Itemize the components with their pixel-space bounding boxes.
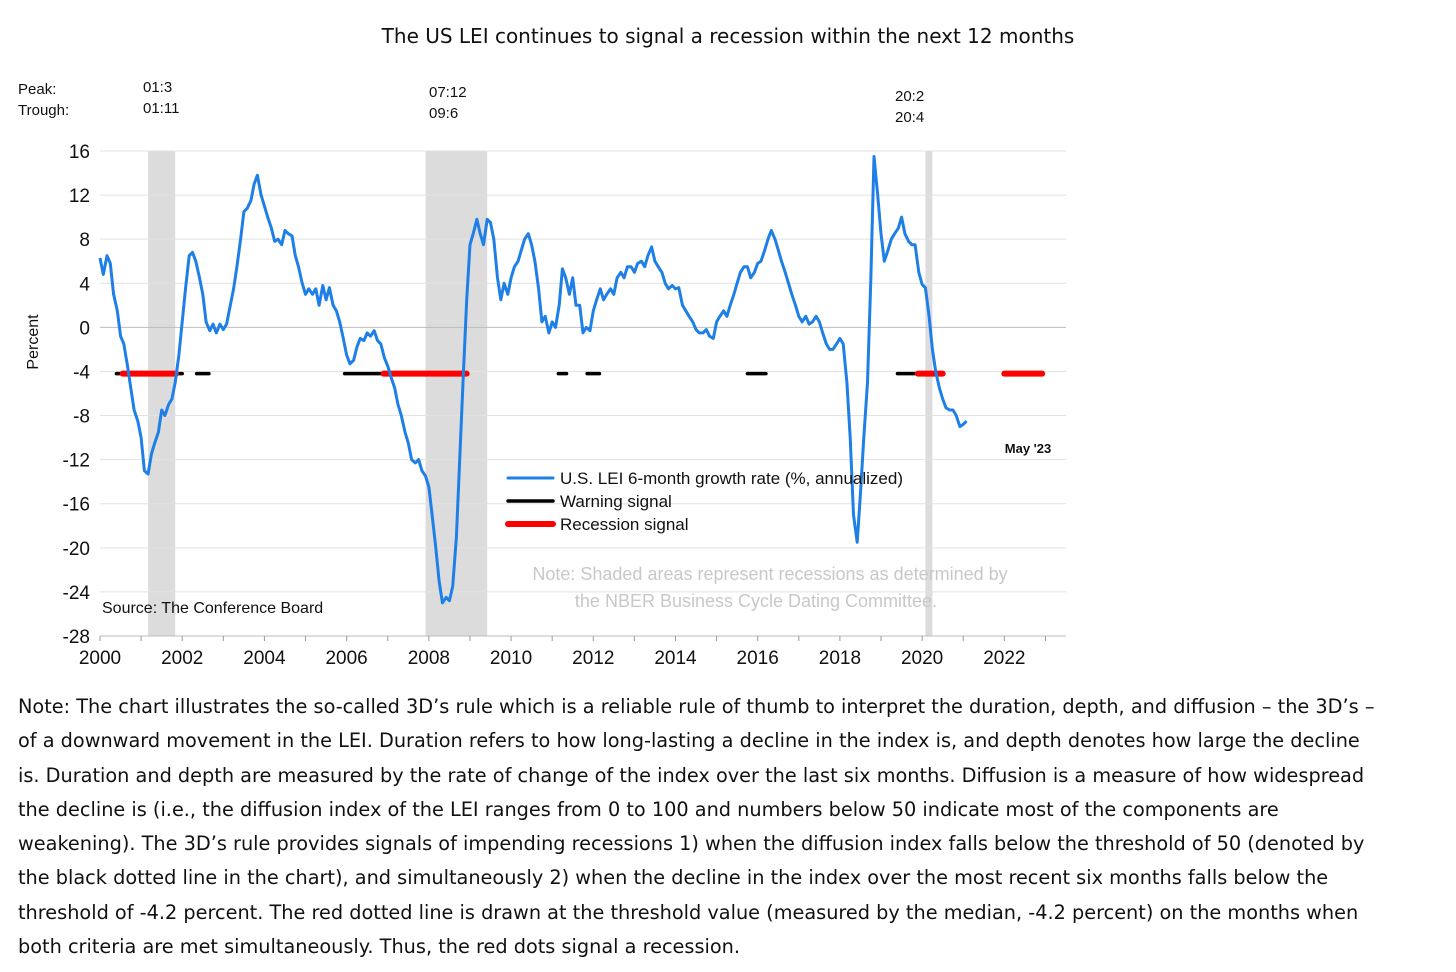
y-tick-label: -24: [63, 583, 91, 604]
recession-label-2001: 01:3 01:11: [143, 77, 179, 119]
trough-date-2007: 09:6: [429, 105, 459, 122]
note-line: Note: The chart illustrates the so-calle…: [18, 695, 1375, 718]
x-tick-label: 2008: [408, 648, 450, 669]
x-axis: 2000 2002 2004 2006 2008 2010 2012 2014 2016 2018…: [79, 635, 1066, 669]
source-label: Source: The Conference Board: [102, 600, 323, 617]
note-line: of a downward movement in the LEI. Durat…: [18, 729, 1360, 753]
end-label: May '23: [1005, 441, 1051, 456]
y-tick-label: 8: [79, 230, 90, 251]
lei-growth-line: [98, 155, 968, 605]
note-line: the decline is (i.e., the diffusion inde…: [18, 797, 1279, 821]
shade-note-line-2: the NBER Business Cycle Dating Committee…: [575, 591, 937, 611]
recession-label-2007: 07:12 09:6: [429, 82, 467, 124]
peak-date-2007: 07:12: [429, 84, 467, 101]
peak-date-2001: 01:3: [143, 79, 173, 96]
trough-date-2020: 20:4: [895, 109, 925, 126]
shade-note-line-1: Note: Shaded areas represent recessions …: [532, 564, 1007, 584]
x-tick-label: 2016: [737, 648, 779, 669]
recession-label-header: Peak: Trough:: [18, 79, 69, 121]
y-tick-label: 12: [69, 186, 90, 207]
note-line: the black dotted line in the chart), and…: [18, 866, 1329, 890]
x-tick-label: 2014: [654, 648, 697, 669]
y-tick-label: -12: [63, 451, 90, 472]
x-tick-label: 2020: [901, 648, 943, 669]
x-tick-label: 2010: [490, 648, 532, 669]
recession-band-0: [148, 151, 176, 636]
chart-title: The US LEI continues to signal a recessi…: [381, 24, 1075, 48]
x-tick-label: 2004: [243, 648, 286, 669]
y-tick-label: 16: [69, 142, 90, 163]
note-line: both criteria are met simultaneously. Th…: [18, 935, 741, 959]
legend-label-2: Recession signal: [560, 515, 689, 534]
y-axis: 16 12 8 4 0 -4 -8 -12 -16 -20 -24 -28: [63, 142, 91, 648]
y-tick-label: -28: [63, 627, 90, 648]
note-line: weakening). The 3D’s rule provides signa…: [18, 832, 1365, 856]
recession-label-2020: 20:2 20:4: [895, 86, 924, 128]
peak-row-label: Peak:: [18, 81, 57, 98]
trough-date-2001: 01:11: [143, 100, 180, 117]
y-axis-title: Percent: [25, 314, 42, 370]
x-tick-label: 2006: [325, 648, 367, 669]
peak-date-2020: 20:2: [895, 88, 925, 105]
x-tick-label: 2022: [983, 648, 1025, 669]
legend: U.S. LEI 6-month growth rate (%, annuali…: [505, 469, 903, 534]
y-tick-label: -4: [73, 362, 90, 383]
trough-row-label: Trough:: [18, 102, 70, 119]
note-line: is. Duration and depth are measured by t…: [18, 763, 1365, 787]
legend-label-1: Warning signal: [560, 492, 672, 511]
legend-label-0: U.S. LEI 6-month growth rate (%, annuali…: [560, 469, 903, 488]
y-tick-label: -20: [63, 539, 90, 560]
y-tick-label: 0: [79, 318, 90, 339]
y-tick-label: 4: [79, 274, 90, 295]
x-tick-label: 2018: [819, 648, 861, 669]
x-tick-label: 2012: [572, 648, 614, 669]
x-tick-label: 2002: [161, 648, 203, 669]
chart-note: Note: The chart illustrates the so-calle…: [18, 690, 1438, 964]
x-tick-label: 2000: [79, 648, 121, 669]
note-line: threshold of -4.2 percent. The red dotte…: [18, 900, 1359, 924]
y-tick-label: -16: [63, 495, 90, 516]
lei-series: [98, 155, 968, 605]
recession-band-2: [925, 151, 933, 636]
y-tick-label: -8: [73, 407, 90, 428]
gridlines: [100, 150, 1066, 637]
